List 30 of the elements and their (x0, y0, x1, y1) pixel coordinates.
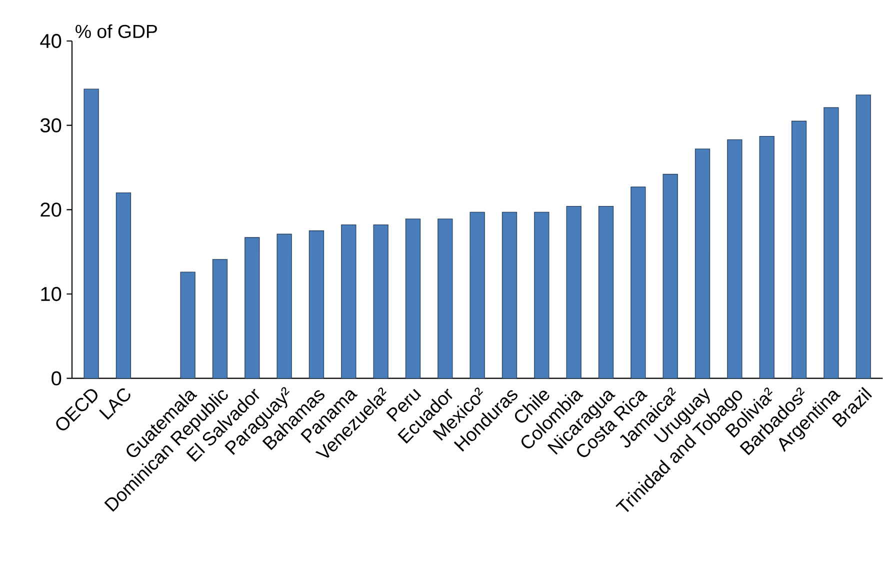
y-axis-title: % of GDP (76, 24, 157, 38)
bar (791, 120, 807, 378)
y-tick-label: 0 (52, 371, 62, 386)
bar (116, 192, 132, 378)
bar (180, 272, 196, 378)
bar (759, 136, 774, 378)
bar (534, 212, 550, 378)
bar (244, 237, 260, 378)
bar (405, 218, 421, 378)
y-tick-label: 10 (41, 286, 62, 302)
bar (308, 230, 324, 378)
bar (502, 212, 518, 378)
bar (373, 224, 388, 378)
bar (438, 218, 453, 378)
y-tick-label: 40 (40, 34, 62, 48)
bar (856, 94, 871, 378)
bar (470, 212, 485, 378)
bar (824, 107, 839, 378)
bar (630, 186, 646, 378)
bar (276, 234, 292, 378)
y-tick-label: 20 (40, 202, 62, 217)
bar (341, 224, 356, 378)
bar (84, 88, 99, 378)
bar (662, 174, 678, 378)
bar (212, 259, 228, 378)
bar (694, 148, 710, 378)
bar (727, 139, 742, 378)
y-tick-label: 30 (40, 118, 62, 132)
bar (598, 206, 614, 378)
bar (566, 206, 582, 378)
